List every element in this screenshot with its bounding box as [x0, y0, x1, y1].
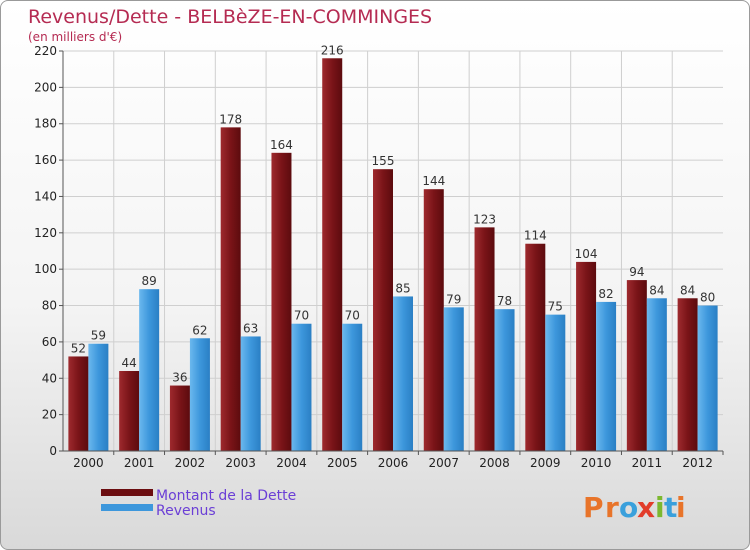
bar-revenus — [393, 296, 413, 451]
bar-revenus — [342, 323, 363, 451]
data-label: 94 — [629, 265, 644, 279]
y-tick-label: 40 — [42, 371, 57, 385]
data-label: 44 — [122, 356, 137, 370]
x-tick-label: 2012 — [682, 456, 713, 470]
bar-revenus — [646, 298, 667, 451]
bar-dette — [68, 356, 89, 451]
data-label: 114 — [524, 229, 547, 243]
data-label: 52 — [71, 341, 86, 355]
bar-dette — [169, 385, 190, 451]
bar-dette — [119, 371, 140, 451]
legend-swatch-revenus — [101, 504, 153, 511]
data-label: 82 — [598, 287, 613, 301]
x-tick-label: 2011 — [632, 456, 663, 470]
logo-letter: r — [605, 491, 619, 524]
bar-revenus — [139, 289, 160, 451]
bar-dette — [220, 127, 241, 451]
data-label: 70 — [345, 309, 360, 323]
logo-letter: i — [676, 491, 686, 524]
data-label: 123 — [473, 212, 496, 226]
y-tick-label: 120 — [34, 226, 57, 240]
y-tick-label: 220 — [34, 44, 57, 58]
logo-letter: o — [619, 491, 638, 524]
bar-dette — [271, 152, 292, 451]
bar-revenus — [545, 314, 566, 451]
logo-letter: t — [664, 491, 677, 524]
x-tick-label: 2010 — [581, 456, 612, 470]
bar-dette — [474, 227, 495, 451]
legend-swatch-dette — [101, 489, 153, 496]
grid — [63, 50, 723, 451]
y-tick-label: 60 — [42, 335, 57, 349]
data-label: 80 — [700, 291, 715, 305]
bar-revenus — [494, 309, 515, 451]
logo-letter: x — [637, 491, 655, 524]
bars: 52 59 44 89 36 62 178 63 164 70 216 70 155 85 144 79 123… — [68, 43, 718, 451]
y-tick-label: 140 — [34, 189, 57, 203]
y-tick-label: 200 — [34, 80, 57, 94]
data-label: 155 — [372, 154, 395, 168]
y-tick-label: 20 — [42, 408, 57, 422]
data-label: 84 — [649, 283, 664, 297]
legend: Montant de la Dette Revenus — [101, 488, 296, 519]
data-label: 63 — [243, 321, 258, 335]
data-label: 164 — [270, 138, 293, 152]
legend-label-revenus: Revenus — [156, 503, 216, 519]
y-tick-label: 80 — [42, 299, 57, 313]
bar-dette — [373, 169, 393, 451]
y-tick-label: 180 — [34, 117, 57, 131]
data-label: 144 — [422, 174, 445, 188]
data-label: 59 — [91, 329, 106, 343]
x-tick-label: 2000 — [73, 456, 104, 470]
logo-letter: i — [655, 491, 665, 524]
data-label: 62 — [192, 323, 207, 337]
data-label: 89 — [142, 274, 157, 288]
bar-dette — [423, 189, 444, 451]
bar-revenus — [596, 301, 617, 451]
data-label: 216 — [321, 43, 344, 57]
y-tick-label: 100 — [34, 262, 57, 276]
data-label: 104 — [575, 247, 598, 261]
legend-label-dette: Montant de la Dette — [156, 488, 296, 504]
x-tick-label: 2003 — [225, 456, 256, 470]
x-tick-label: 2001 — [124, 456, 155, 470]
axes: 0 20 40 60 80 100 120 140 160 180 200 220 2000 2001 20… — [34, 44, 724, 470]
data-label: 78 — [497, 294, 512, 308]
chart-subtitle: (en milliers d'€) — [28, 30, 122, 44]
bar-dette — [677, 298, 698, 451]
bar-dette — [626, 280, 647, 451]
x-tick-label: 2006 — [378, 456, 409, 470]
bar-revenus — [291, 323, 312, 451]
y-tick-label: 0 — [49, 444, 57, 458]
x-tick-label: 2007 — [428, 456, 459, 470]
bar-dette — [322, 58, 343, 451]
bar-dette — [576, 261, 597, 451]
bar-revenus — [443, 307, 464, 451]
data-label: 79 — [446, 292, 461, 306]
x-tick-label: 2009 — [530, 456, 561, 470]
data-label: 70 — [294, 309, 309, 323]
logo-letter: P — [583, 491, 604, 524]
x-tick-label: 2004 — [276, 456, 307, 470]
data-label: 178 — [219, 112, 242, 126]
data-label: 75 — [548, 300, 563, 314]
x-tick-label: 2005 — [327, 456, 358, 470]
data-label: 85 — [395, 281, 410, 295]
bar-dette — [525, 243, 546, 451]
bar-revenus — [88, 343, 109, 451]
x-tick-label: 2008 — [479, 456, 510, 470]
bar-revenus — [189, 338, 210, 451]
bar-revenus — [240, 336, 261, 451]
data-label: 84 — [680, 283, 695, 297]
chart-title: Revenus/Dette - BELBèZE-EN-COMMINGES — [28, 6, 432, 28]
bar-revenus — [697, 305, 718, 451]
y-tick-label: 160 — [34, 153, 57, 167]
x-tick-label: 2002 — [175, 456, 206, 470]
data-label: 36 — [172, 371, 187, 385]
